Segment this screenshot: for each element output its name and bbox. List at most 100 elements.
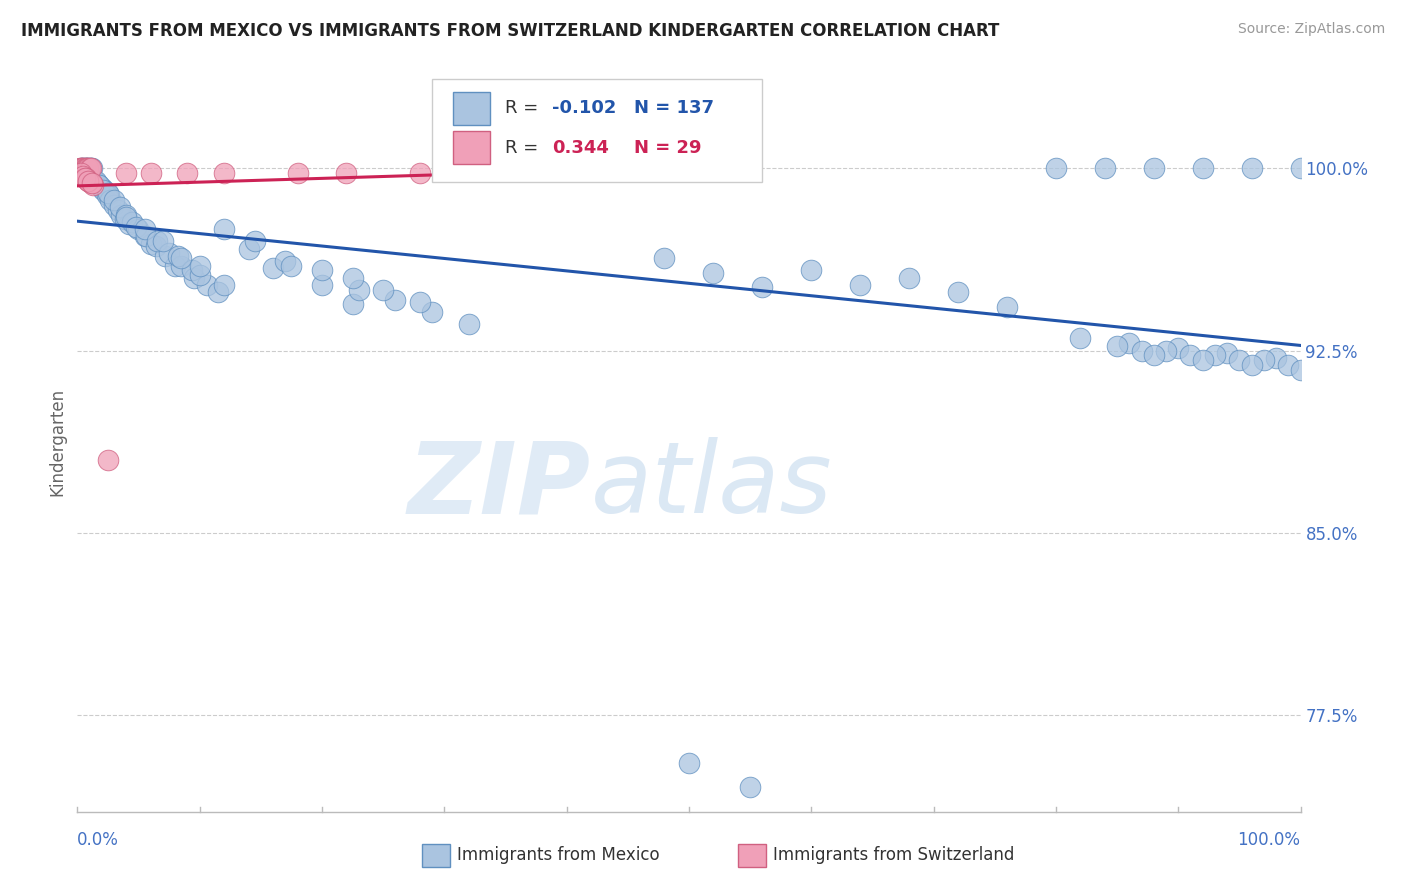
Point: [384, 293, 406, 307]
Point: [409, 166, 432, 180]
Point: [70, 166, 93, 180]
Point: [97, 186, 120, 200]
Point: [103, 198, 125, 212]
Point: [457, 317, 479, 331]
Point: [139, 166, 162, 180]
Point: [1253, 353, 1275, 368]
Point: [127, 222, 149, 236]
Point: [75, 171, 97, 186]
Point: [287, 166, 309, 180]
Point: [76, 161, 98, 176]
Point: [1118, 336, 1140, 351]
Point: [1094, 161, 1116, 176]
Point: [1216, 346, 1239, 360]
Point: [1289, 363, 1312, 377]
Point: [188, 268, 211, 283]
Point: [125, 219, 148, 234]
Point: [1265, 351, 1288, 365]
Point: [335, 166, 357, 180]
Point: [89, 178, 111, 193]
Point: [420, 304, 443, 318]
Bar: [453, 92, 489, 125]
Point: [83, 173, 105, 187]
Point: [1191, 353, 1213, 368]
Point: [82, 178, 104, 193]
Text: Immigrants from Switzerland: Immigrants from Switzerland: [773, 847, 1015, 864]
Point: [170, 252, 193, 266]
Point: [139, 236, 162, 251]
Point: [740, 780, 762, 795]
Point: [73, 171, 96, 186]
Text: 0.0%: 0.0%: [77, 831, 120, 849]
Point: [80, 161, 103, 176]
Point: [188, 259, 211, 273]
Point: [165, 259, 187, 273]
Point: [70, 161, 93, 176]
Point: [79, 169, 101, 183]
Point: [243, 234, 266, 248]
Point: [80, 171, 103, 186]
Point: [135, 229, 157, 244]
Point: [1143, 161, 1166, 176]
Point: [311, 263, 333, 277]
Point: [84, 173, 107, 187]
Text: R =: R =: [506, 138, 544, 157]
Text: N = 29: N = 29: [634, 138, 702, 157]
Point: [183, 270, 205, 285]
Point: [73, 161, 96, 176]
Point: [342, 270, 364, 285]
Point: [77, 173, 100, 187]
Point: [1240, 161, 1263, 176]
Text: 100.0%: 100.0%: [1237, 831, 1301, 849]
Point: [409, 295, 432, 310]
Point: [89, 178, 111, 193]
Point: [212, 222, 235, 236]
Point: [115, 166, 138, 180]
Point: [157, 246, 180, 260]
Point: [80, 161, 103, 176]
Point: [1143, 348, 1166, 362]
Point: [195, 277, 218, 292]
Point: [69, 161, 91, 176]
Point: [70, 161, 93, 176]
Point: [80, 176, 103, 190]
Point: [107, 202, 129, 217]
Point: [118, 217, 141, 231]
Text: ZIP: ZIP: [408, 437, 591, 534]
Point: [166, 249, 188, 263]
Text: Source: ZipAtlas.com: Source: ZipAtlas.com: [1237, 22, 1385, 37]
Text: -0.102: -0.102: [553, 99, 616, 118]
Point: [134, 229, 156, 244]
Point: [1154, 343, 1177, 358]
Point: [145, 239, 167, 253]
Point: [212, 277, 235, 292]
Text: Immigrants from Mexico: Immigrants from Mexico: [457, 847, 659, 864]
Point: [70, 161, 93, 176]
Point: [1240, 358, 1263, 372]
Point: [98, 188, 121, 202]
Point: [849, 277, 872, 292]
Point: [98, 193, 121, 207]
Point: [75, 161, 97, 176]
Point: [1204, 348, 1226, 362]
Point: [702, 266, 724, 280]
Point: [72, 169, 94, 183]
Point: [311, 277, 333, 292]
Point: [115, 208, 138, 222]
Text: IMMIGRANTS FROM MEXICO VS IMMIGRANTS FROM SWITZERLAND KINDERGARTEN CORRELATION C: IMMIGRANTS FROM MEXICO VS IMMIGRANTS FRO…: [21, 22, 1000, 40]
Point: [72, 161, 94, 176]
Point: [274, 253, 297, 268]
Point: [176, 166, 198, 180]
Point: [371, 283, 394, 297]
Point: [1191, 161, 1213, 176]
Point: [238, 242, 260, 256]
Point: [70, 161, 93, 176]
Point: [80, 176, 103, 190]
Point: [152, 234, 174, 248]
Point: [280, 259, 302, 273]
Point: [103, 193, 125, 207]
Point: [76, 166, 98, 180]
Point: [1045, 161, 1067, 176]
Point: [1130, 343, 1153, 358]
Point: [90, 181, 112, 195]
